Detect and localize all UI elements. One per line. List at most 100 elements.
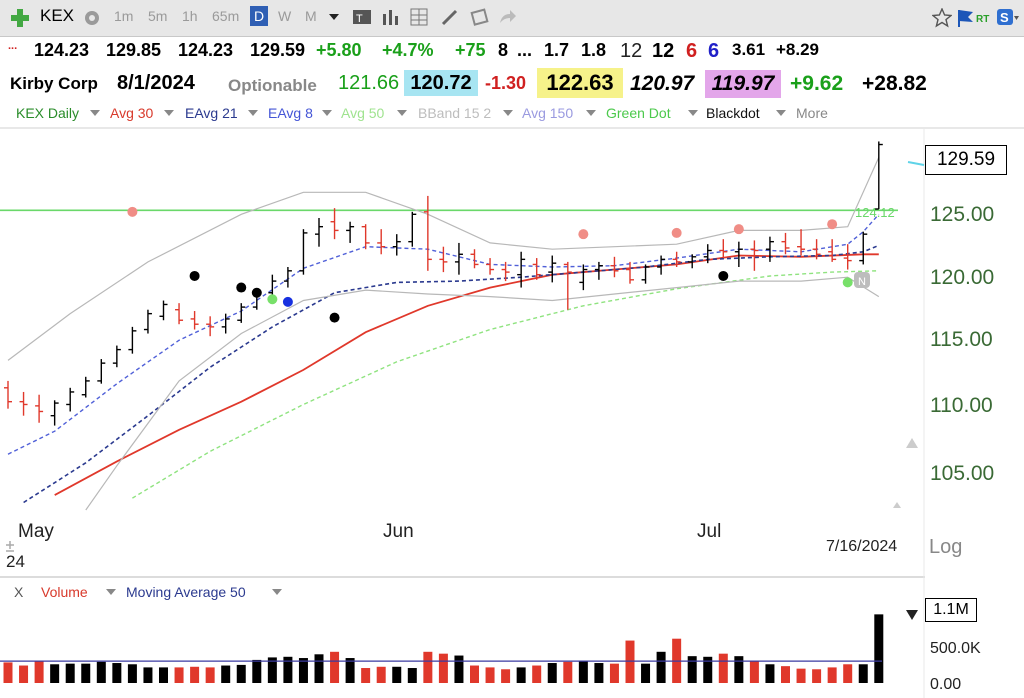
gear-icon[interactable] <box>82 9 102 27</box>
volume-bar <box>81 663 91 683</box>
chevron-down-icon[interactable] <box>272 589 282 596</box>
month-jun: Jun <box>383 521 414 542</box>
volume-bar <box>298 658 308 683</box>
chevron-down-icon[interactable] <box>397 110 407 117</box>
chevron-down-icon[interactable] <box>164 110 174 117</box>
rt-icon[interactable]: RT <box>976 10 994 26</box>
volume-label[interactable]: Volume <box>41 584 88 600</box>
pencil-icon[interactable] <box>440 8 460 26</box>
ohlc-bar <box>843 244 852 270</box>
ohlc-bar <box>734 241 743 267</box>
quote-row-2: Kirby Corp 8/1/2024 Optionable 121.66 12… <box>0 68 1024 100</box>
volume-bar <box>205 667 215 683</box>
ohlc-bar <box>641 264 650 284</box>
row-marker: ... <box>8 40 18 52</box>
more-link[interactable]: More <box>796 105 828 121</box>
star-icon[interactable] <box>932 8 952 28</box>
ohlc-bar <box>828 239 837 262</box>
volume-ma-label[interactable]: Moving Average 50 <box>126 584 246 600</box>
chevron-down-icon[interactable] <box>688 110 698 117</box>
volume-bar <box>532 665 542 683</box>
month-jul: Jul <box>697 521 722 542</box>
grid-icon[interactable] <box>410 8 430 26</box>
optionable-label: Optionable <box>228 76 317 95</box>
volume-bar <box>827 667 837 683</box>
svg-text:N: N <box>858 276 866 288</box>
interval-weekly[interactable]: W <box>278 8 292 24</box>
study-avg50[interactable]: Avg 50 <box>341 105 385 121</box>
study-bband[interactable]: BBand 15 2 <box>418 105 492 121</box>
volume-bar <box>843 664 853 683</box>
interval-5m[interactable]: 5m <box>148 8 168 24</box>
chevron-down-icon[interactable] <box>248 110 258 117</box>
pink-dot <box>127 206 138 217</box>
price-tick-105: 105.00 <box>930 462 995 485</box>
study-avg150[interactable]: Avg 150 <box>522 105 574 121</box>
n-marker[interactable]: N <box>854 272 870 288</box>
chevron-down-icon[interactable] <box>328 12 340 22</box>
value-w5: 120.97 <box>630 72 695 95</box>
volume-bar <box>516 667 526 683</box>
scroll-marker-icon[interactable] <box>906 438 918 448</box>
value-w6: 119.97 <box>705 70 781 98</box>
ohlc-bar <box>548 255 557 283</box>
study-green-dot[interactable]: Green Dot <box>606 105 671 121</box>
volume-bar <box>438 653 448 683</box>
vol-scroll-icon[interactable] <box>906 610 918 620</box>
flag-icon[interactable] <box>956 8 976 28</box>
ohlc-bar <box>159 300 168 321</box>
volume-bar <box>749 660 759 683</box>
volume-bar <box>609 663 619 683</box>
chevron-down-icon[interactable] <box>776 110 786 117</box>
study-avg30[interactable]: Avg 30 <box>110 105 154 121</box>
stat-5: 1.8 <box>581 40 607 60</box>
studies-bar: KEX Daily Avg 30 EAvg 21 EAvg 8 Avg 50 B… <box>0 100 1024 126</box>
resize-icon[interactable] <box>6 541 14 552</box>
study-kex-daily[interactable]: KEX Daily <box>16 105 80 121</box>
study-eavg8[interactable]: EAvg 8 <box>268 105 313 121</box>
volume-bar <box>221 665 231 683</box>
volume-close-button[interactable]: X <box>14 584 24 600</box>
log-scale-toggle[interactable]: Log <box>929 536 963 558</box>
ohlc-bar <box>812 239 821 260</box>
study-eavg21[interactable]: EAvg 21 <box>185 105 238 121</box>
interval-monthly[interactable]: M <box>305 8 317 24</box>
quote-row-1: ... 124.23 129.85 124.23 129.59 +5.80 +4… <box>0 40 1024 66</box>
settings-s-icon[interactable]: S <box>996 7 1020 27</box>
chevron-down-icon[interactable] <box>106 589 116 596</box>
interval-daily[interactable]: D <box>250 6 268 26</box>
chevron-down-icon[interactable] <box>90 110 100 117</box>
ohlc-bar <box>517 251 526 288</box>
ohlc-bar <box>563 261 572 310</box>
interval-65m[interactable]: 65m <box>212 8 240 24</box>
chevron-down-icon[interactable] <box>322 110 332 117</box>
interval-1m[interactable]: 1m <box>114 8 134 24</box>
chevron-down-icon[interactable] <box>503 110 513 117</box>
ohlc-bar <box>408 211 417 247</box>
scroll-up-icon[interactable] <box>893 502 901 508</box>
value-w2: 120.72 <box>404 70 478 96</box>
interval-1h[interactable]: 1h <box>182 8 198 24</box>
stat-3: ... <box>517 40 533 60</box>
high-value: 129.85 <box>106 40 162 60</box>
quote-date: 8/1/2024 <box>117 72 195 94</box>
symbol-input[interactable]: KEX <box>40 6 75 25</box>
ohlc-bar <box>128 326 137 354</box>
chevron-down-icon[interactable] <box>586 110 596 117</box>
volume-bar <box>874 614 884 683</box>
eraser-icon[interactable] <box>470 8 490 26</box>
value-w4: 122.63 <box>537 68 623 98</box>
ohlc-bar <box>315 218 323 247</box>
volume-bar <box>159 667 168 683</box>
add-icon[interactable] <box>10 8 30 28</box>
svg-text:RT: RT <box>976 14 989 25</box>
study-blackdot[interactable]: Blackdot <box>706 105 760 121</box>
low-value: 124.23 <box>178 40 234 60</box>
value-w3: -1.30 <box>485 73 527 93</box>
chart-type-icon[interactable]: T <box>352 8 372 26</box>
share-icon[interactable] <box>498 8 518 26</box>
volume-header: X Volume Moving Average 50 <box>0 582 1024 604</box>
avg30-line <box>54 253 879 496</box>
bar-chart-icon[interactable] <box>381 8 401 26</box>
